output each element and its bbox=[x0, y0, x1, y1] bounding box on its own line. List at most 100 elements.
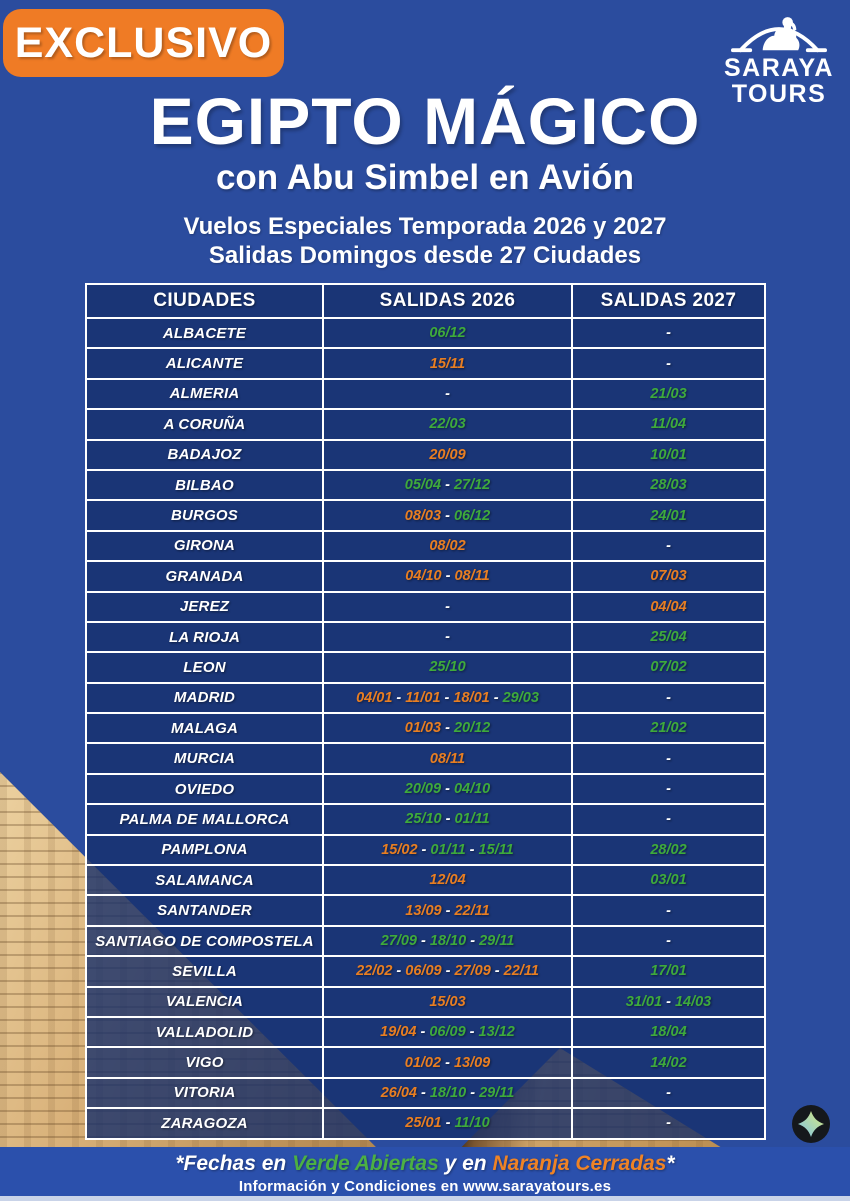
table-row: MALAGA 01/03 - 20/12 21/02 bbox=[85, 712, 766, 745]
date-separator: - bbox=[465, 1024, 479, 1041]
salidas-2026-cell: 06/12 bbox=[322, 316, 573, 350]
salidas-2027-cell: - bbox=[571, 681, 766, 715]
departure-date: 07/02 bbox=[650, 659, 687, 676]
info-line: Información y Condiciones en www.sarayat… bbox=[238, 1178, 612, 1195]
table-row: BILBAO 05/04 - 27/12 28/03 bbox=[85, 468, 766, 502]
departure-date: 24/01 bbox=[650, 507, 687, 524]
exclusivo-badge: EXCLUSIVO bbox=[3, 9, 284, 77]
departure-date: 10/01 bbox=[650, 446, 687, 463]
departure-date: 06/12 bbox=[453, 507, 491, 524]
city-cell: ZARAGOZA bbox=[85, 1107, 324, 1140]
date-separator: - bbox=[466, 1084, 480, 1101]
table-row: GIRONA 08/02 - bbox=[85, 529, 766, 563]
date-separator: - bbox=[441, 477, 454, 494]
date-separator: - bbox=[417, 933, 430, 949]
date-separator: - bbox=[441, 1115, 455, 1132]
salidas-2026-cell: 25/10 bbox=[322, 651, 573, 684]
table-row: ALMERIA - 21/03 bbox=[85, 377, 766, 411]
legend-mid: y en bbox=[438, 1152, 493, 1175]
departure-date: 18/10 bbox=[429, 1084, 467, 1101]
schedule-table-head-row: CIUDADES SALIDAS 2026 SALIDAS 2027 bbox=[85, 283, 766, 319]
city-cell: SANTANDER bbox=[85, 894, 324, 927]
page-subtitle: con Abu Simbel en Avión bbox=[215, 158, 635, 197]
city-cell: LEON bbox=[85, 651, 324, 684]
city-cell: LA RIOJA bbox=[85, 620, 324, 654]
salidas-2026-cell: 26/04 - 18/10 - 29/11 bbox=[322, 1076, 573, 1110]
salidas-2026-cell: 27/09 - 18/10 - 29/11 bbox=[322, 924, 573, 958]
salidas-2026-cell: 19/04 - 06/09 - 13/12 bbox=[322, 1015, 573, 1049]
city-cell: BURGOS bbox=[85, 499, 324, 532]
table-row: LA RIOJA - 25/04 bbox=[85, 620, 766, 654]
city-cell: BADAJOZ bbox=[85, 438, 324, 471]
table-row: MADRID 04/01 - 11/01 - 18/01 - 29/03- bbox=[85, 681, 766, 715]
salidas-2027-cell: 04/04 bbox=[571, 590, 766, 623]
departure-date: 15/02 bbox=[381, 841, 418, 858]
city-cell: JEREZ bbox=[85, 590, 324, 623]
city-cell: BILBAO bbox=[85, 468, 324, 502]
table-row: JEREZ - 04/04 bbox=[85, 590, 766, 623]
city-cell: VALENCIA bbox=[85, 985, 324, 1018]
salidas-2026-cell: 08/02 bbox=[322, 529, 573, 563]
date-separator: - bbox=[417, 841, 431, 858]
departure-date: 13/09 bbox=[453, 1054, 491, 1071]
departure-date: 08/03 bbox=[404, 507, 442, 524]
date-separator: - bbox=[490, 963, 504, 980]
date-separator: - bbox=[441, 963, 455, 980]
salidas-2026-cell: - bbox=[322, 377, 573, 411]
table-row: OVIEDO 20/09 - 04/10- bbox=[85, 772, 766, 806]
salidas-2026-cell: 08/11 bbox=[322, 742, 573, 775]
departure-date: 04/01 bbox=[356, 689, 393, 706]
departure-date: 07/03 bbox=[650, 568, 687, 585]
departure-date: 17/01 bbox=[650, 963, 687, 980]
salidas-2027-cell: 17/01 bbox=[571, 955, 766, 988]
city-cell: SANTIAGO DE COMPOSTELA bbox=[85, 924, 324, 958]
salidas-2026-cell: 15/11 bbox=[322, 347, 573, 380]
city-cell: PAMPLONA bbox=[85, 833, 324, 867]
salidas-2026-cell: 04/10 - 08/11 bbox=[322, 560, 573, 593]
legend-orange-label: Naranja Cerradas bbox=[492, 1152, 667, 1175]
salidas-2027-cell: - bbox=[571, 529, 766, 563]
date-separator: - bbox=[392, 963, 406, 980]
departure-date: 25/10 bbox=[405, 811, 442, 828]
departure-date: 29/11 bbox=[479, 933, 515, 949]
table-row: PALMA DE MALLORCA 25/10 - 01/11- bbox=[85, 803, 766, 836]
departure-date: 08/11 bbox=[429, 750, 466, 767]
departure-date: - bbox=[666, 537, 671, 554]
departure-date: 15/03 bbox=[429, 993, 466, 1010]
column-header: SALIDAS 2026 bbox=[322, 283, 573, 319]
heading-block: EGIPTO MÁGICO con Abu Simbel en Avión Vu… bbox=[0, 0, 850, 271]
table-row: SANTANDER 13/09 - 22/11- bbox=[85, 894, 766, 927]
salidas-2027-cell: 14/02 bbox=[571, 1046, 766, 1079]
departure-date: 27/12 bbox=[453, 477, 491, 494]
departure-date: 27/09 bbox=[380, 933, 417, 949]
city-cell: SEVILLA bbox=[85, 955, 324, 988]
date-separator: - bbox=[441, 720, 454, 737]
departure-date: - bbox=[666, 689, 671, 706]
city-cell: MADRID bbox=[85, 681, 324, 715]
departure-date: 15/11 bbox=[429, 355, 466, 372]
departure-date: 01/11 bbox=[454, 811, 490, 828]
footer-bar: *Fechas en Verde Abiertas y en Naranja C… bbox=[0, 1147, 850, 1201]
salidas-2026-cell: 25/10 - 01/11 bbox=[322, 803, 573, 836]
table-row: VIGO 01/02 - 13/09 14/02 bbox=[85, 1046, 766, 1079]
departure-date: 22/11 bbox=[454, 902, 490, 919]
salidas-2027-cell: - bbox=[571, 347, 766, 380]
departure-date: 06/09 bbox=[405, 963, 442, 980]
salidas-2027-cell: 28/02 bbox=[571, 833, 766, 867]
departure-date: 28/03 bbox=[650, 477, 687, 494]
salidas-2027-cell: 25/04 bbox=[571, 620, 766, 654]
salidas-2027-cell: 07/02 bbox=[571, 651, 766, 684]
table-row: VALLADOLID 19/04 - 06/09 - 13/12 18/04 bbox=[85, 1015, 766, 1049]
city-cell: VITORIA bbox=[85, 1076, 324, 1110]
city-cell: ALBACETE bbox=[85, 316, 324, 350]
departures-table: CIUDADES SALIDAS 2026 SALIDAS 2027 ALBACET… bbox=[85, 283, 766, 1140]
salidas-2026-cell: 13/09 - 22/11 bbox=[322, 894, 573, 927]
table-row: SANTIAGO DE COMPOSTELA 27/09 - 18/10 - 29… bbox=[85, 924, 766, 958]
salidas-2027-cell: 21/03 bbox=[571, 377, 766, 411]
city-cell: ALICANTE bbox=[85, 347, 324, 380]
salidas-2026-cell: - bbox=[322, 590, 573, 623]
salidas-2027-cell: - bbox=[571, 316, 766, 350]
salidas-2027-cell: - bbox=[571, 772, 766, 806]
salidas-2027-cell: - bbox=[571, 803, 766, 836]
